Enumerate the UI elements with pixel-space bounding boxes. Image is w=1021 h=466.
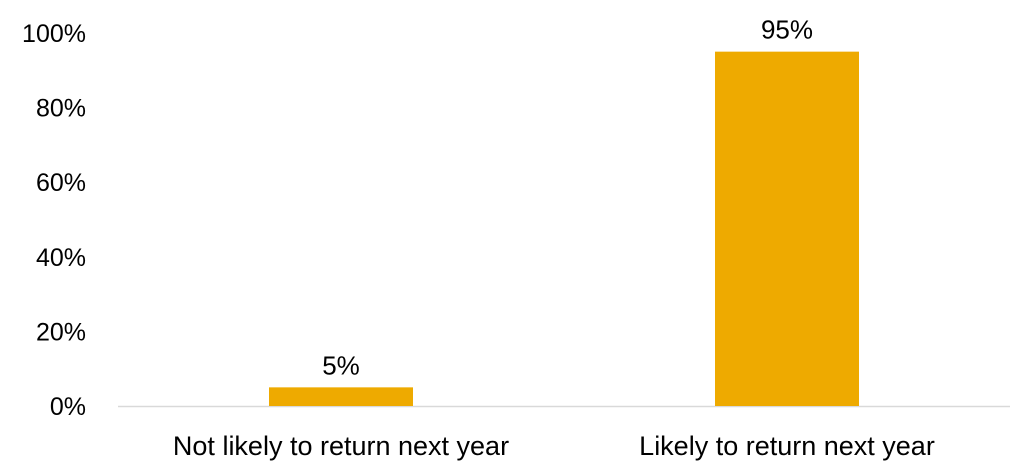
bar <box>269 387 413 406</box>
y-tick-label: 20% <box>36 318 86 346</box>
y-tick-label: 80% <box>36 95 86 123</box>
y-tick-label: 100% <box>22 20 86 48</box>
bars <box>269 51 859 407</box>
y-axis-tick-labels: 0% 20% 40% 60% 80% 100% <box>22 20 86 421</box>
data-label: 95% <box>761 15 813 45</box>
bar <box>715 51 859 407</box>
category-label: Not likely to return next year <box>173 431 509 461</box>
data-labels: 5% 95% <box>322 15 813 381</box>
y-tick-label: 40% <box>36 244 86 272</box>
category-label: Likely to return next year <box>639 431 935 461</box>
data-label: 5% <box>322 350 360 380</box>
y-tick-label: 60% <box>36 169 86 197</box>
x-axis-category-labels: Not likely to return next year Likely to … <box>173 431 935 461</box>
y-tick-label: 0% <box>50 393 86 421</box>
